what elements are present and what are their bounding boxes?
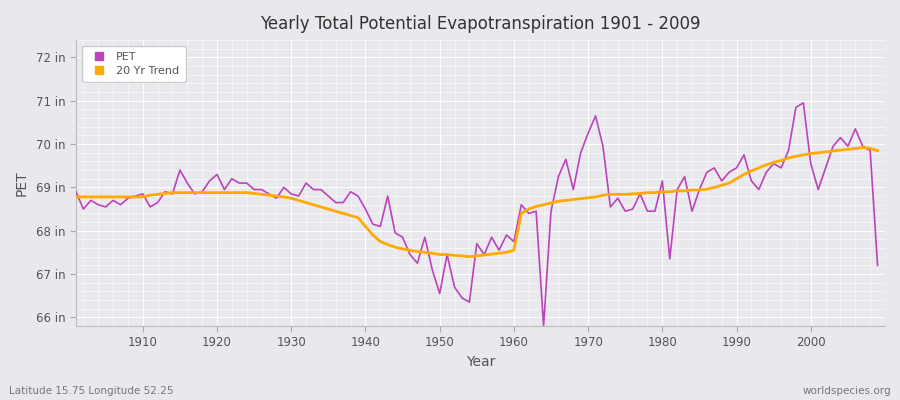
Y-axis label: PET: PET <box>15 170 29 196</box>
Text: worldspecies.org: worldspecies.org <box>803 386 891 396</box>
Title: Yearly Total Potential Evapotranspiration 1901 - 2009: Yearly Total Potential Evapotranspiratio… <box>260 15 701 33</box>
Legend: PET, 20 Yr Trend: PET, 20 Yr Trend <box>82 46 185 82</box>
Text: Latitude 15.75 Longitude 52.25: Latitude 15.75 Longitude 52.25 <box>9 386 174 396</box>
X-axis label: Year: Year <box>466 355 495 369</box>
